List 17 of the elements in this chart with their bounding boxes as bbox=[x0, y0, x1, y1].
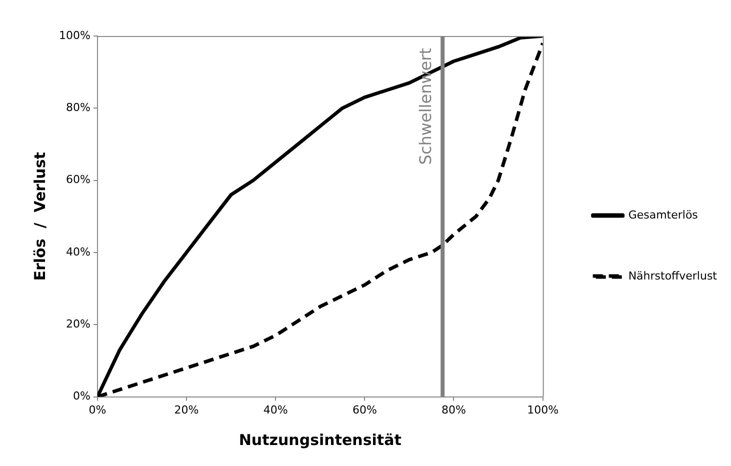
x-tick-label: 100% bbox=[527, 403, 559, 416]
y-tick-label: 40% bbox=[66, 245, 90, 258]
x-tick-label: 80% bbox=[442, 403, 466, 416]
y-tick-label: 0% bbox=[72, 390, 90, 403]
x-tick-label: 60% bbox=[352, 403, 377, 416]
y-tick-label: 20% bbox=[66, 318, 90, 330]
ref-line-label: Schwellenwert bbox=[416, 48, 435, 165]
y-axis-title: Erlös / Verlust bbox=[30, 152, 49, 281]
y-tick-label: 60% bbox=[66, 173, 90, 186]
y-tick-label: 80% bbox=[66, 101, 90, 114]
y-tick-label: 100% bbox=[58, 28, 90, 42]
x-tick-label: 20% bbox=[174, 403, 199, 416]
legend-label: Nährstoffverlust bbox=[628, 269, 718, 282]
x-tick-label: 0% bbox=[88, 403, 106, 416]
x-axis-title: Nutzungsintensität bbox=[238, 430, 402, 449]
x-tick-label: 40% bbox=[263, 403, 288, 416]
legend-label: Gesamterlös bbox=[628, 208, 698, 222]
